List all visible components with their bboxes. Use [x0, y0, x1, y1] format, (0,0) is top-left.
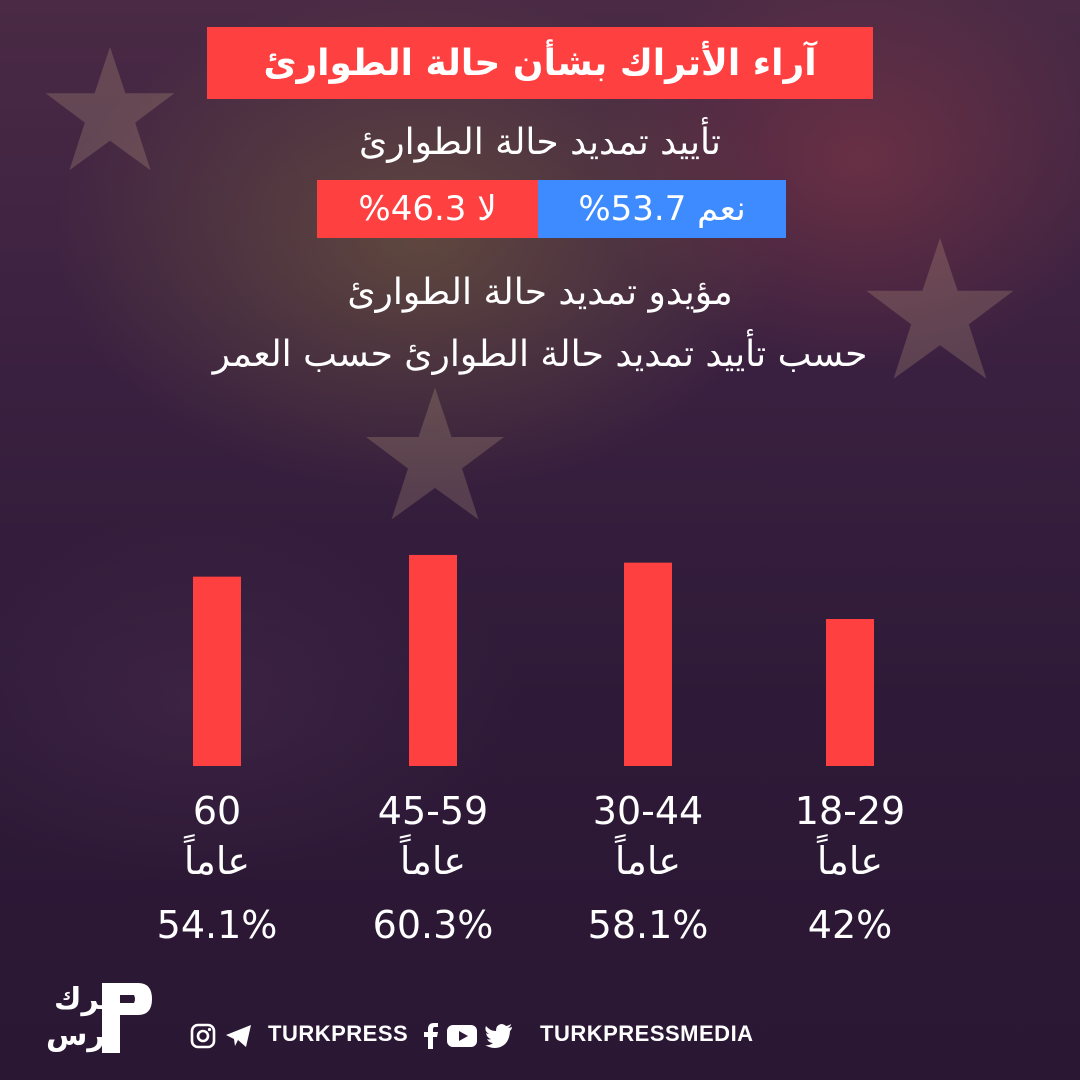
twitter-icon[interactable]	[485, 1024, 513, 1048]
turkpress-logo: ترك برس	[40, 975, 155, 1060]
star-decoration	[366, 387, 504, 520]
category-label: 30-44	[592, 789, 704, 833]
yes-result-badge: نعم 53.7%	[538, 180, 786, 238]
star-decoration	[45, 47, 175, 171]
unit-label: عاماً	[399, 839, 467, 883]
bar-45-59	[409, 554, 457, 766]
no-result-badge: لا 46.3%	[317, 180, 538, 238]
yes-result-label: نعم 53.7%	[578, 189, 746, 229]
unit-label: عاماً	[183, 839, 251, 883]
section-heading: مؤيدو تمديد حالة الطوارئ	[347, 272, 733, 313]
facebook-icon[interactable]	[423, 1023, 439, 1049]
instagram-icon[interactable]	[190, 1023, 216, 1049]
bar-18-29	[826, 619, 874, 766]
logo-text-bottom: برس	[46, 1018, 118, 1053]
subtitle: تأييد تمديد حالة الطوارئ	[359, 122, 721, 163]
star-decoration	[866, 238, 1014, 379]
telegram-icon[interactable]	[224, 1023, 254, 1049]
handle-right[interactable]: TURKPRESSMEDIA	[540, 1021, 754, 1046]
value-label: 54.1%	[156, 903, 278, 947]
logo-p-mark	[102, 983, 152, 1053]
value-label: 58.1%	[587, 903, 709, 947]
social-icons-right	[423, 1019, 513, 1053]
section-subheading: حسب تأييد تمديد حالة الطوارئ حسب العمر	[212, 334, 868, 375]
social-icons-left	[190, 1019, 254, 1053]
value-label: 42%	[807, 903, 893, 947]
category-label: 60	[192, 789, 242, 833]
bar-30-44	[624, 562, 672, 766]
unit-label: عاماً	[614, 839, 682, 883]
category-label: 18-29	[794, 789, 906, 833]
value-label: 60.3%	[372, 903, 494, 947]
bar-60	[193, 576, 241, 766]
title-banner: آراء الأتراك بشأن حالة الطوارئ	[207, 27, 873, 99]
unit-label: عاماً	[816, 839, 884, 883]
youtube-icon[interactable]	[447, 1025, 477, 1047]
logo-text-top: ترك	[54, 982, 112, 1017]
page-title: آراء الأتراك بشأن حالة الطوارئ	[263, 42, 817, 84]
handle-left[interactable]: TURKPRESS	[268, 1021, 409, 1046]
category-label: 45-59	[377, 789, 489, 833]
no-result-label: لا 46.3%	[358, 189, 497, 229]
